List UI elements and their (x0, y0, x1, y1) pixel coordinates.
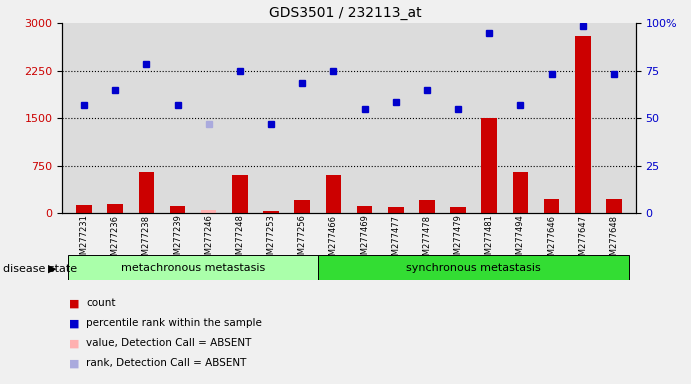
Bar (357, 206, 372, 213)
Bar (482, 118, 497, 213)
Text: value, Detection Call = ABSENT: value, Detection Call = ABSENT (86, 338, 252, 348)
Bar (606, 199, 622, 213)
Bar (575, 36, 591, 213)
Bar (263, 211, 279, 213)
Text: ■: ■ (69, 338, 79, 348)
Bar (139, 172, 154, 213)
Text: ▶: ▶ (48, 264, 57, 274)
Bar (318, 255, 630, 280)
Text: synchronous metastasis: synchronous metastasis (406, 263, 541, 273)
Bar (451, 207, 466, 213)
Text: ■: ■ (69, 358, 79, 368)
Bar (513, 172, 528, 213)
Bar (232, 175, 247, 213)
Text: count: count (86, 298, 116, 308)
Bar (419, 200, 435, 213)
Bar (201, 210, 216, 213)
Text: GDS3501 / 232113_at: GDS3501 / 232113_at (269, 6, 422, 20)
Bar (76, 205, 92, 213)
Text: metachronous metastasis: metachronous metastasis (121, 263, 265, 273)
Bar (107, 204, 123, 213)
Bar (388, 207, 404, 213)
Text: rank, Detection Call = ABSENT: rank, Detection Call = ABSENT (86, 358, 247, 368)
Text: disease state: disease state (3, 264, 77, 274)
Bar (294, 200, 310, 213)
Bar (68, 255, 318, 280)
Text: ■: ■ (69, 318, 79, 328)
Bar (170, 205, 185, 213)
Bar (544, 199, 559, 213)
Text: ■: ■ (69, 298, 79, 308)
Text: percentile rank within the sample: percentile rank within the sample (86, 318, 263, 328)
Bar (325, 175, 341, 213)
